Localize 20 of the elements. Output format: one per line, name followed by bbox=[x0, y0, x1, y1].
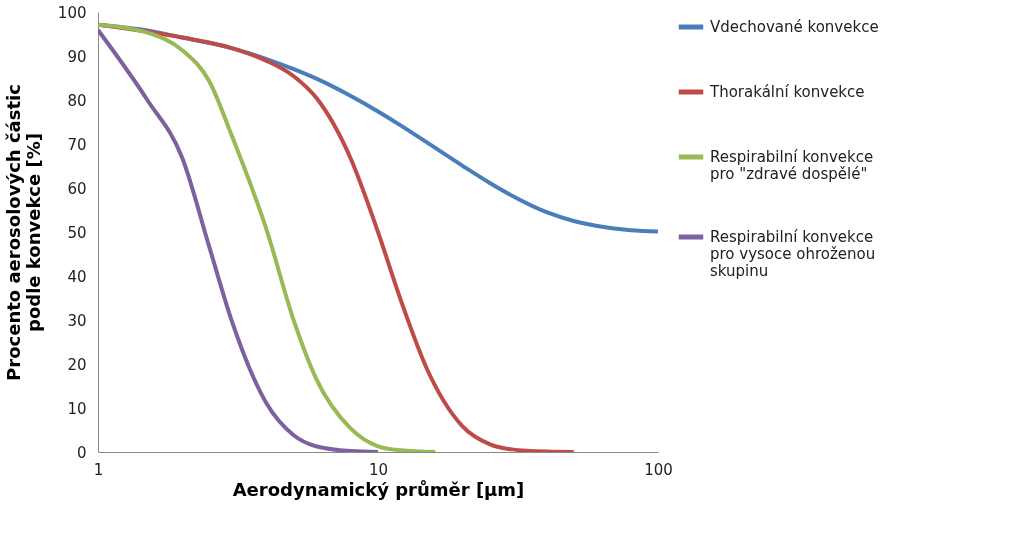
y-tick-label: 100 bbox=[57, 3, 87, 22]
legend-label: Thorakální konvekce bbox=[709, 83, 865, 101]
y-tick-label: 30 bbox=[67, 311, 87, 330]
legend-label: Vdechované konvekce bbox=[710, 18, 879, 36]
y-tick-label: 50 bbox=[67, 223, 87, 242]
y-axis-title: Procento aerosolových částic podle konvekce [%] bbox=[2, 84, 44, 381]
y-tick-label: 10 bbox=[67, 399, 87, 418]
x-axis-title: Aerodynamický průměr [μm] bbox=[232, 478, 525, 500]
y-tick-label: 80 bbox=[67, 91, 87, 110]
y-tick-label: 20 bbox=[67, 355, 87, 374]
x-tick-label: 10 bbox=[368, 460, 389, 479]
y-tick-label: 60 bbox=[67, 179, 87, 198]
x-tick-label: 100 bbox=[644, 460, 673, 479]
legend-label: Respirabilní konvekce pro vysoce ohroženou skupinu bbox=[710, 228, 876, 280]
legend-label: Respirabilní konvekce pro "zdravé dospělé" bbox=[710, 148, 874, 183]
x-tick-label: 1 bbox=[93, 460, 104, 479]
y-tick-label: 40 bbox=[67, 267, 87, 286]
y-tick-label: 70 bbox=[67, 135, 87, 154]
y-tick-label: 90 bbox=[67, 47, 87, 66]
y-tick-label: 0 bbox=[76, 443, 87, 462]
